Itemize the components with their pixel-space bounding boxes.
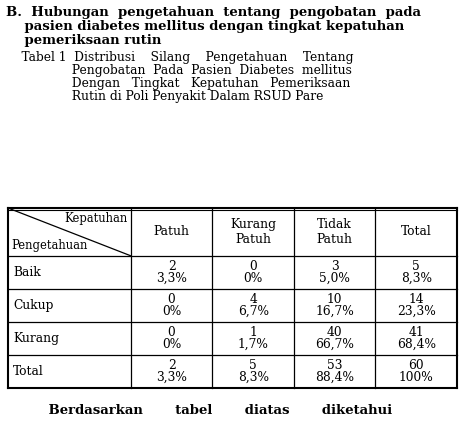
Text: Total: Total bbox=[401, 225, 432, 238]
Text: Tidak
Patuh: Tidak Patuh bbox=[317, 218, 352, 246]
Text: Kepatuhan: Kepatuhan bbox=[65, 212, 128, 225]
Text: Pengetahuan: Pengetahuan bbox=[11, 239, 87, 252]
Text: B.  Hubungan  pengetahuan  tentang  pengobatan  pada: B. Hubungan pengetahuan tentang pengobat… bbox=[6, 6, 421, 19]
Text: 0: 0 bbox=[168, 326, 175, 339]
Text: Rutin di Poli Penyakit Dalam RSUD Pare: Rutin di Poli Penyakit Dalam RSUD Pare bbox=[6, 90, 323, 103]
Text: 3: 3 bbox=[331, 260, 339, 273]
Text: 8,3%: 8,3% bbox=[238, 371, 269, 384]
Text: 16,7%: 16,7% bbox=[315, 305, 354, 318]
Text: 68,4%: 68,4% bbox=[397, 338, 436, 351]
Text: 0%: 0% bbox=[162, 305, 181, 318]
Text: 41: 41 bbox=[408, 326, 424, 339]
Text: 60: 60 bbox=[408, 359, 424, 372]
Text: 1: 1 bbox=[249, 326, 257, 339]
Text: Kurang: Kurang bbox=[13, 332, 59, 345]
Text: pemeriksaan rutin: pemeriksaan rutin bbox=[6, 34, 161, 47]
Text: 3,3%: 3,3% bbox=[156, 371, 187, 384]
Text: 3,3%: 3,3% bbox=[156, 272, 187, 285]
Text: 14: 14 bbox=[408, 293, 424, 306]
Text: 1,7%: 1,7% bbox=[238, 338, 269, 351]
Text: 23,3%: 23,3% bbox=[397, 305, 436, 318]
Text: 0%: 0% bbox=[244, 272, 263, 285]
Text: Cukup: Cukup bbox=[13, 299, 53, 312]
Text: 5: 5 bbox=[249, 359, 257, 372]
Text: 5,0%: 5,0% bbox=[319, 272, 350, 285]
Text: Kurang
Patuh: Kurang Patuh bbox=[230, 218, 276, 246]
Text: 88,4%: 88,4% bbox=[315, 371, 354, 384]
Text: 100%: 100% bbox=[399, 371, 433, 384]
Text: Patuh: Patuh bbox=[153, 225, 190, 238]
Text: 2: 2 bbox=[168, 359, 175, 372]
Text: Total: Total bbox=[13, 365, 44, 378]
Text: 6,7%: 6,7% bbox=[238, 305, 269, 318]
Text: Pengobatan  Pada  Pasien  Diabetes  mellitus: Pengobatan Pada Pasien Diabetes mellitus bbox=[6, 64, 352, 77]
Text: 0%: 0% bbox=[162, 338, 181, 351]
Text: Tabel 1  Distribusi    Silang    Pengetahuan    Tentang: Tabel 1 Distribusi Silang Pengetahuan Te… bbox=[6, 51, 353, 64]
Text: 53: 53 bbox=[327, 359, 342, 372]
Text: Dengan   Tingkat   Kepatuhan   Pemeriksaan: Dengan Tingkat Kepatuhan Pemeriksaan bbox=[6, 77, 350, 90]
Text: 66,7%: 66,7% bbox=[315, 338, 354, 351]
Text: 40: 40 bbox=[327, 326, 343, 339]
Text: 8,3%: 8,3% bbox=[401, 272, 432, 285]
Text: 4: 4 bbox=[249, 293, 257, 306]
Text: 0: 0 bbox=[249, 260, 257, 273]
Text: 5: 5 bbox=[412, 260, 420, 273]
Text: pasien diabetes mellitus dengan tingkat kepatuhan: pasien diabetes mellitus dengan tingkat … bbox=[6, 20, 404, 33]
Text: 0: 0 bbox=[168, 293, 175, 306]
Text: Berdasarkan       tabel       diatas       diketahui: Berdasarkan tabel diatas diketahui bbox=[30, 404, 392, 417]
Text: 10: 10 bbox=[327, 293, 342, 306]
Text: Baik: Baik bbox=[13, 266, 41, 279]
Text: 2: 2 bbox=[168, 260, 175, 273]
